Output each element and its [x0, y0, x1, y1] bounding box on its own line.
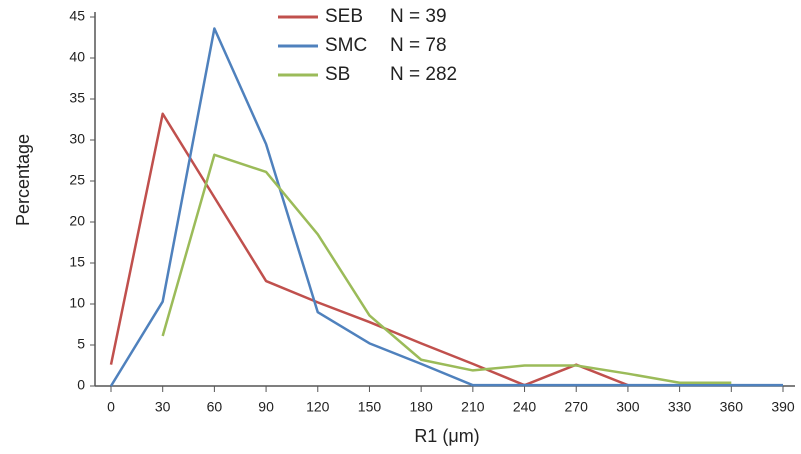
x-tick-label: 330 [668, 399, 692, 415]
y-tick-label: 5 [77, 336, 85, 352]
legend-note: N = 78 [390, 35, 447, 56]
legend-note: N = 39 [390, 6, 447, 27]
series-line [109, 27, 783, 387]
legend-label: SB [325, 64, 350, 85]
y-tick-label: 45 [69, 8, 85, 24]
x-tick-label: 150 [358, 399, 382, 415]
x-tick-label: 120 [306, 399, 330, 415]
legend-label: SMC [325, 35, 367, 56]
x-tick-label: 90 [258, 399, 274, 415]
y-axis-label: Percentage [13, 134, 33, 226]
x-tick-label: 390 [771, 399, 795, 415]
y-tick-label: 10 [69, 295, 85, 311]
x-tick-label: 240 [513, 399, 537, 415]
x-tick-label: 30 [155, 399, 171, 415]
x-tick-label: 210 [461, 399, 485, 415]
x-tick-label: 300 [616, 399, 640, 415]
y-tick-label: 0 [77, 377, 85, 393]
series-line [109, 112, 629, 387]
y-tick-label: 15 [69, 254, 85, 270]
x-tick-label: 0 [107, 399, 115, 415]
y-tick-label: 40 [69, 49, 85, 65]
x-tick-label: 270 [565, 399, 589, 415]
legend-label: SEB [325, 6, 363, 27]
legend-note: N = 282 [390, 64, 457, 85]
x-tick-label: 360 [720, 399, 744, 415]
y-tick-label: 35 [69, 90, 85, 106]
x-tick-label: 180 [409, 399, 433, 415]
y-tick-label: 30 [69, 131, 85, 147]
series-line [161, 153, 732, 384]
y-tick-label: 20 [69, 213, 85, 229]
x-tick-label: 60 [207, 399, 223, 415]
y-tick-label: 25 [69, 172, 85, 188]
x-axis-label: R1 (μm) [414, 426, 479, 446]
